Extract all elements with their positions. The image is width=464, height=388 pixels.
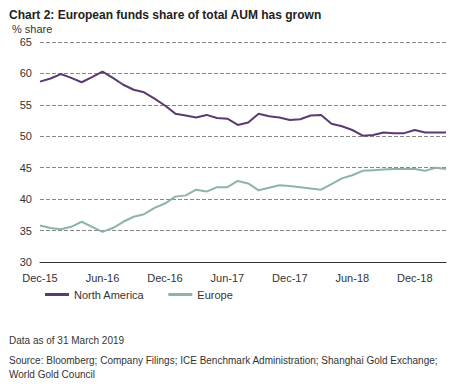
svg-text:% share: % share: [12, 23, 52, 35]
svg-text:40: 40: [20, 193, 32, 205]
svg-text:Dec-15: Dec-15: [22, 272, 57, 284]
svg-text:60: 60: [20, 67, 32, 79]
svg-text:Dec-17: Dec-17: [272, 272, 307, 284]
svg-text:Jun-18: Jun-18: [335, 272, 369, 284]
svg-text:Chart 2: European funds share: Chart 2: European funds share of total A…: [9, 8, 321, 22]
svg-text:Dec-18: Dec-18: [397, 272, 432, 284]
svg-text:Jun-16: Jun-16: [86, 272, 120, 284]
svg-text:World Gold Council: World Gold Council: [9, 369, 95, 380]
svg-text:35: 35: [20, 225, 32, 237]
svg-text:Source: Bloomberg; Company Fil: Source: Bloomberg; Company Filings; ICE …: [9, 355, 440, 366]
svg-text:Data as of 31 March 2019: Data as of 31 March 2019: [9, 335, 125, 346]
svg-text:55: 55: [20, 99, 32, 111]
svg-text:Europe: Europe: [197, 289, 232, 301]
svg-text:Dec-16: Dec-16: [147, 272, 182, 284]
svg-text:North America: North America: [74, 289, 145, 301]
svg-text:65: 65: [20, 36, 32, 48]
svg-text:50: 50: [20, 130, 32, 142]
svg-text:45: 45: [20, 162, 32, 174]
svg-text:30: 30: [20, 256, 32, 268]
svg-text:Jun-17: Jun-17: [211, 272, 245, 284]
